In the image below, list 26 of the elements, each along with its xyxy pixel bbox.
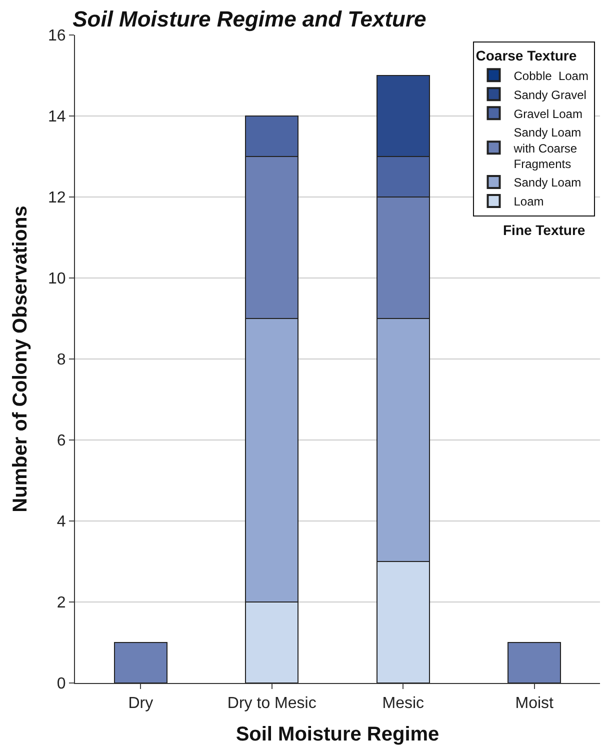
bar [508,642,562,683]
y-tick-label: 16 [48,28,66,45]
y-tick-label: 14 [48,108,66,126]
legend-label: Sandy Loam with Coarse Fragments [512,126,582,171]
y-tick-label: 6 [56,432,66,450]
y-tick-label: 12 [48,190,66,207]
y-tick-label: 8 [56,352,66,369]
legend-label: Sandy Gravel [514,88,586,102]
bar [114,642,168,683]
y-axis-title: Number of Colony Observations [10,206,32,512]
legend-label: Gravel Loam [514,106,582,121]
legend-label: Loam [514,194,544,209]
legend-label: Sandy Loam [514,176,582,190]
chart-title: Soil Moisture Regime and Texture [72,6,426,32]
y-tick-label: 0 [56,676,66,693]
y-tick-label: 10 [48,270,66,288]
x-tick-label: Dry to Mesic [227,695,316,712]
x-tick-label: Dry [128,695,154,712]
y-tick-label: 2 [56,594,66,612]
y-tick-label: 4 [56,514,66,531]
x-tick-label: Moist [515,695,554,712]
x-tick-label: Mesic [382,695,424,712]
x-axis-title: Soil Moisture Regime [236,724,440,746]
annotation: Fine Texture [503,222,586,238]
legend-title: Coarse Texture [476,48,577,64]
legend-label: Cobble Loam [514,68,588,83]
